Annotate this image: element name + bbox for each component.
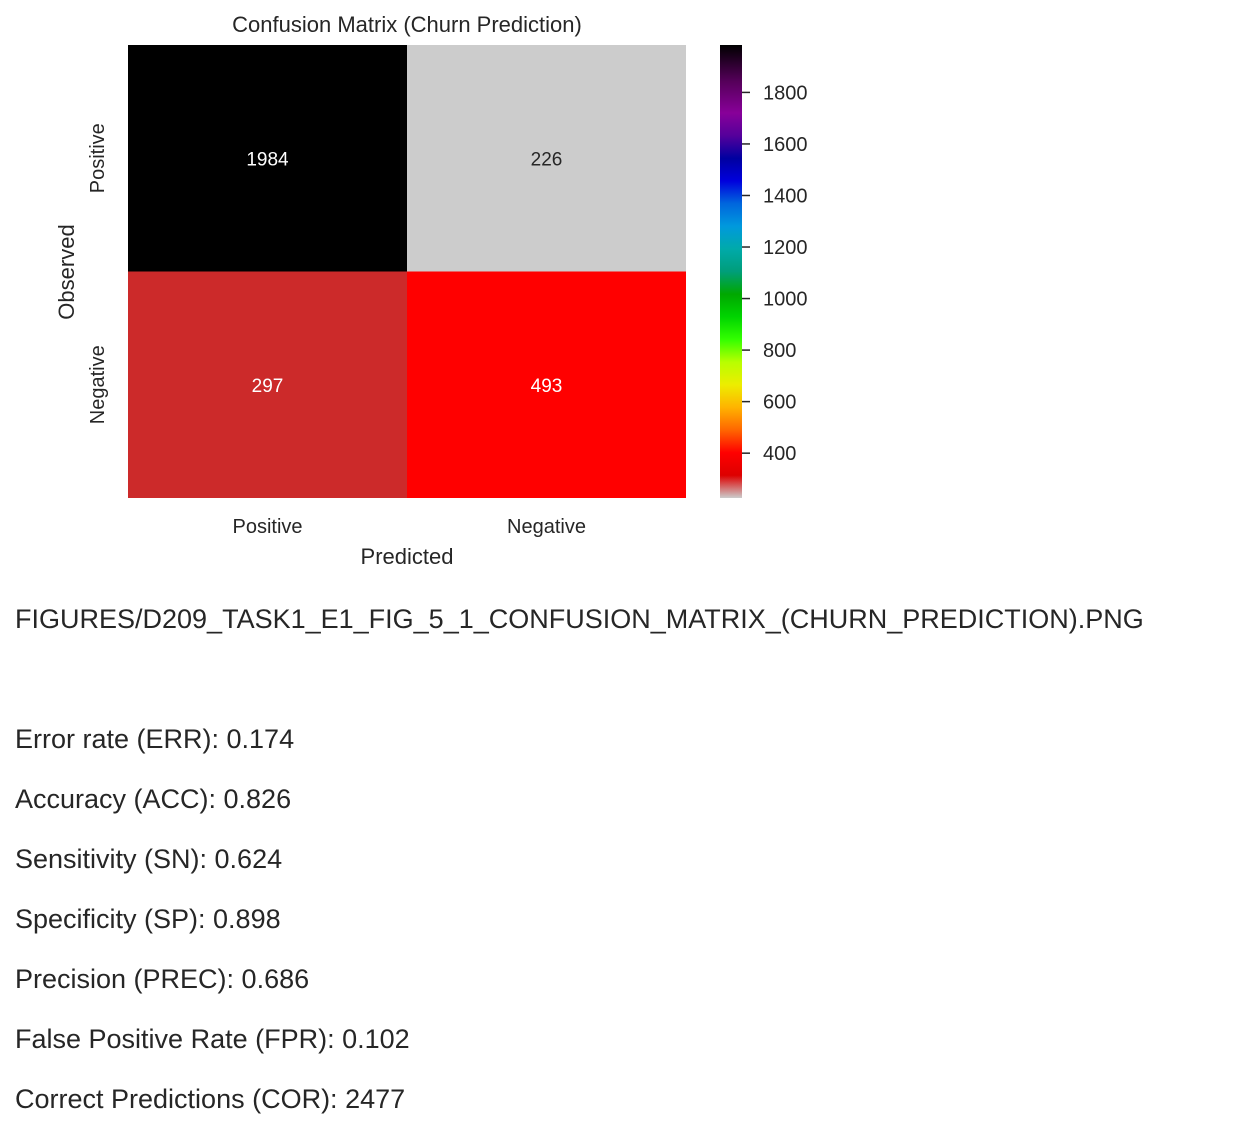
metric-sensitivity: Sensitivity (SN): 0.624	[15, 844, 283, 874]
heatmap-cell	[128, 271, 407, 498]
metrics-list: Error rate (ERR): 0.174 Accuracy (ACC): …	[15, 724, 410, 1144]
colorbar-tick-label: 600	[763, 392, 796, 414]
x-axis-label: Predicted	[361, 544, 454, 569]
heatmap-cell	[407, 45, 686, 272]
cell-value-label: 493	[531, 376, 563, 397]
x-tick-label: Negative	[507, 516, 586, 538]
metric-specificity: Specificity (SP): 0.898	[15, 904, 281, 934]
x-tick-label: Positive	[232, 516, 302, 538]
colorbar-tick-label: 1200	[763, 237, 808, 259]
cell-value-label: 1984	[246, 149, 289, 170]
y-axis-label: Observed	[54, 224, 79, 319]
metric-error-rate: Error rate (ERR): 0.174	[15, 724, 295, 754]
colorbar-tick-label: 400	[763, 443, 796, 465]
colorbar-tick-label: 1000	[763, 289, 808, 311]
heatmap-cell	[128, 45, 407, 272]
cell-value-label: 226	[531, 149, 563, 170]
metric-correct-predictions: Correct Predictions (COR): 2477	[15, 1084, 406, 1114]
colorbar-tick-label: 1600	[763, 134, 808, 156]
figure-caption: FIGURES/D209_TASK1_E1_FIG_5_1_CONFUSION_…	[15, 604, 1144, 634]
colorbar-tick-label: 800	[763, 340, 796, 362]
heatmap-cell	[407, 271, 686, 498]
metric-precision: Precision (PREC): 0.686	[15, 964, 310, 994]
metric-false-positive-rate: False Positive Rate (FPR): 0.102	[15, 1024, 410, 1054]
colorbar	[720, 45, 742, 498]
chart-title: Confusion Matrix (Churn Prediction)	[232, 12, 582, 37]
colorbar-tick-label: 1400	[763, 185, 808, 207]
y-tick-label: Positive	[87, 123, 109, 193]
confusion-matrix-chart: Confusion Matrix (Churn Prediction) 1984…	[54, 12, 808, 569]
metric-accuracy: Accuracy (ACC): 0.826	[15, 784, 292, 814]
cell-value-label: 297	[252, 376, 284, 397]
colorbar-tick-label: 1800	[763, 82, 808, 104]
y-tick-label: Negative	[87, 345, 109, 424]
